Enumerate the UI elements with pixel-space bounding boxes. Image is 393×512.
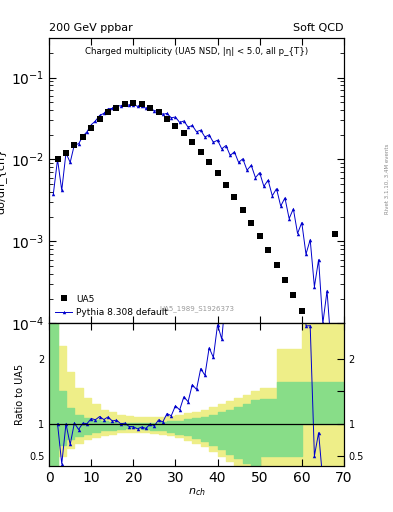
Line: Pythia 8.308 default: Pythia 8.308 default bbox=[51, 102, 333, 350]
UA5 bbox=[140, 101, 144, 107]
Text: UA5_1989_S1926373: UA5_1989_S1926373 bbox=[159, 305, 234, 312]
Pythia 8.308 default bbox=[266, 177, 270, 183]
UA5 bbox=[55, 156, 60, 162]
Pythia 8.308 default bbox=[312, 284, 317, 290]
UA5 bbox=[173, 123, 178, 129]
UA5 bbox=[106, 110, 110, 116]
Y-axis label: Ratio to UA5: Ratio to UA5 bbox=[15, 364, 25, 425]
UA5 bbox=[266, 247, 270, 253]
UA5 bbox=[207, 159, 211, 165]
Text: Charged multiplicity (UA5 NSD, |η| < 5.0, all p_{T}): Charged multiplicity (UA5 NSD, |η| < 5.0… bbox=[85, 47, 308, 56]
Pythia 8.308 default bbox=[123, 101, 127, 107]
Pythia 8.308 default bbox=[169, 115, 174, 121]
UA5 bbox=[148, 104, 152, 111]
UA5 bbox=[198, 149, 203, 155]
Text: Rivet 3.1.10, 3.4M events: Rivet 3.1.10, 3.4M events bbox=[385, 144, 390, 215]
Pythia 8.308 default bbox=[329, 345, 334, 351]
UA5 bbox=[333, 230, 338, 237]
UA5 bbox=[224, 182, 228, 188]
UA5 bbox=[89, 124, 94, 131]
UA5 bbox=[215, 170, 220, 176]
Pythia 8.308 default bbox=[51, 191, 56, 197]
UA5 bbox=[299, 308, 304, 314]
Line: UA5: UA5 bbox=[55, 100, 338, 314]
Pythia 8.308 default bbox=[84, 129, 89, 135]
UA5 bbox=[123, 101, 127, 108]
UA5 bbox=[241, 206, 245, 212]
UA5 bbox=[131, 100, 136, 106]
UA5 bbox=[72, 142, 77, 148]
Pythia 8.308 default bbox=[93, 118, 98, 124]
UA5 bbox=[190, 139, 195, 145]
UA5 bbox=[182, 131, 186, 137]
UA5 bbox=[249, 220, 253, 226]
Text: 200 GeV ppbar: 200 GeV ppbar bbox=[49, 23, 133, 33]
UA5 bbox=[274, 262, 279, 268]
Pythia 8.308 default bbox=[182, 118, 186, 124]
UA5 bbox=[232, 194, 237, 200]
UA5 bbox=[257, 233, 262, 240]
Text: Soft QCD: Soft QCD bbox=[294, 23, 344, 33]
X-axis label: $n_{ch}$: $n_{ch}$ bbox=[187, 486, 206, 498]
UA5 bbox=[283, 277, 287, 283]
UA5 bbox=[291, 292, 296, 298]
UA5 bbox=[97, 116, 102, 122]
UA5 bbox=[165, 116, 169, 122]
UA5 bbox=[81, 134, 85, 140]
Legend: UA5, Pythia 8.308 default: UA5, Pythia 8.308 default bbox=[53, 293, 170, 319]
Y-axis label: dσ/dn_{ch}: dσ/dn_{ch} bbox=[0, 148, 7, 214]
UA5 bbox=[156, 110, 161, 116]
UA5 bbox=[64, 150, 68, 156]
UA5 bbox=[114, 104, 119, 111]
